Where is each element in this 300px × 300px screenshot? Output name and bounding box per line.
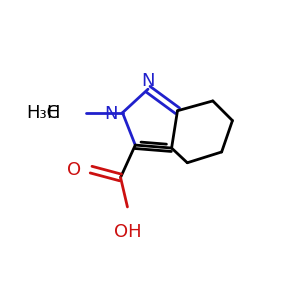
Text: N: N: [141, 72, 155, 90]
Text: OH: OH: [114, 223, 141, 241]
Text: N: N: [104, 105, 118, 123]
Text: O: O: [67, 160, 81, 178]
Text: H: H: [46, 104, 60, 122]
Text: H₃C: H₃C: [27, 104, 60, 122]
